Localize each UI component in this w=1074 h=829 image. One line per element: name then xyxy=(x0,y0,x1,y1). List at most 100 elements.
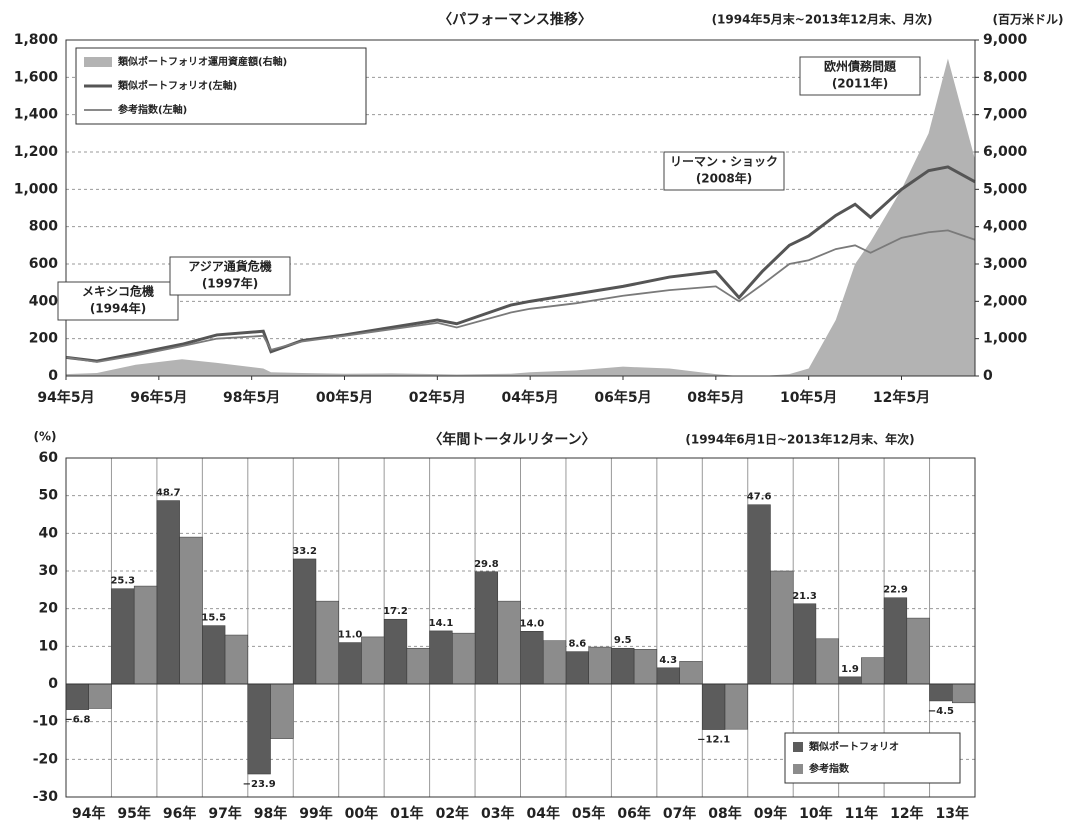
y-tick-label: 50 xyxy=(39,488,59,504)
y2-tick-label: 3,000 xyxy=(983,256,1028,272)
x-tick-label: 07年 xyxy=(663,805,696,822)
y-tick-label: 30 xyxy=(39,563,59,579)
y-tick-label: -30 xyxy=(33,789,59,805)
bar xyxy=(883,597,908,685)
legend-swatch xyxy=(793,764,803,774)
bar xyxy=(838,676,862,685)
y-tick-label: 40 xyxy=(39,525,59,541)
x-tick-label: 09年 xyxy=(754,805,787,822)
bar xyxy=(520,631,544,685)
y-tick-label: 1,400 xyxy=(14,107,59,123)
data-label: 25.3 xyxy=(110,576,135,587)
legend-label: 類似ポートフォリオ運用資産額(右軸) xyxy=(117,55,287,68)
bar xyxy=(383,618,408,685)
bar xyxy=(792,603,817,685)
bar xyxy=(156,500,180,685)
x-tick-label: 10年5月 xyxy=(780,389,837,406)
data-label: 11.0 xyxy=(338,630,363,641)
y2-tick-label: 1,000 xyxy=(983,331,1028,347)
y-tick-label: 0 xyxy=(48,368,58,384)
bar xyxy=(202,625,226,685)
bar xyxy=(247,683,271,775)
data-label: 48.7 xyxy=(156,488,181,499)
x-tick-label: 96年5月 xyxy=(130,389,187,406)
legend-box xyxy=(75,47,367,125)
legend-label: 類似ポートフォリオ(左軸) xyxy=(117,79,237,92)
y2-tick-label: 9,000 xyxy=(983,32,1028,48)
data-label: 15.5 xyxy=(201,613,226,624)
bar xyxy=(633,649,658,685)
y-tick-label: 1,000 xyxy=(14,181,59,197)
y2-tick-label: 6,000 xyxy=(983,144,1028,160)
bar xyxy=(542,640,567,685)
data-label: −6.8 xyxy=(64,715,90,726)
chart-subtitle: (1994年5月末~2013年12月末、月次) xyxy=(712,12,933,27)
annotation-box xyxy=(169,256,291,296)
y-tick-label: 600 xyxy=(29,256,58,272)
x-tick-label: 11年 xyxy=(845,805,878,822)
bar xyxy=(133,585,158,685)
x-tick-label: 98年 xyxy=(254,805,287,822)
y-tick-label: 1,600 xyxy=(14,69,59,85)
x-tick-label: 04年5月 xyxy=(502,389,559,406)
bar xyxy=(770,570,794,685)
y2-tick-label: 7,000 xyxy=(983,107,1028,123)
x-tick-label: 05年 xyxy=(572,805,605,822)
annotation: メキシコ危機 xyxy=(82,284,154,299)
data-label: 1.9 xyxy=(841,664,859,675)
line xyxy=(65,229,976,363)
bar xyxy=(679,661,703,685)
data-label: −23.9 xyxy=(243,779,276,790)
bar xyxy=(429,630,453,685)
area xyxy=(66,58,975,377)
x-tick-label: 08年 xyxy=(708,805,741,822)
y-tick-label: 10 xyxy=(39,638,59,654)
x-tick-label: 98年5月 xyxy=(223,389,280,406)
y-tick-label: 1,800 xyxy=(14,32,59,48)
data-label: 14.0 xyxy=(520,618,545,629)
bar xyxy=(361,636,385,685)
x-tick-label: 13年 xyxy=(936,805,969,822)
annotation: リーマン・ショック xyxy=(670,155,778,169)
bar xyxy=(906,617,930,685)
data-label: 21.3 xyxy=(792,591,817,602)
data-label: 8.6 xyxy=(568,639,586,650)
bar xyxy=(497,600,521,685)
x-tick-label: 02年5月 xyxy=(409,389,466,406)
chart-subtitle: (1994年6月1日~2013年12月末、年次) xyxy=(685,432,914,447)
y-tick-label: 20 xyxy=(39,601,59,617)
y-tick-label: -10 xyxy=(33,714,59,730)
data-label: 47.6 xyxy=(747,492,772,503)
annotation: (2011年) xyxy=(832,76,888,91)
x-tick-label: 03年 xyxy=(481,805,514,822)
x-tick-label: 94年 xyxy=(72,805,105,822)
x-tick-label: 96年 xyxy=(163,805,196,822)
data-label: 33.2 xyxy=(292,546,317,557)
legend-label: 参考指数 xyxy=(809,762,850,775)
bar xyxy=(565,651,589,685)
x-tick-label: 95年 xyxy=(117,805,150,822)
x-tick-label: 00年 xyxy=(345,805,378,822)
bar xyxy=(815,638,839,685)
x-tick-label: 94年5月 xyxy=(37,389,94,406)
data-label: 17.2 xyxy=(383,606,408,617)
line xyxy=(65,165,976,363)
legend-box xyxy=(784,732,961,784)
bar xyxy=(702,683,726,730)
plot-frame xyxy=(65,39,976,377)
y-axis-label: (%) xyxy=(34,430,57,444)
bar xyxy=(611,647,635,685)
annotation: (1997年) xyxy=(202,276,258,291)
chart-title: 〈年間トータルリターン〉 xyxy=(428,431,595,448)
y-tick-label: 1,200 xyxy=(14,144,59,160)
annotation: 欧州債務問題 xyxy=(824,59,897,74)
y-tick-label: 800 xyxy=(29,219,58,235)
bar xyxy=(338,642,362,685)
bar xyxy=(179,536,203,685)
x-tick-label: 08年5月 xyxy=(687,389,744,406)
x-tick-label: 12年 xyxy=(890,805,923,822)
bar xyxy=(747,504,771,685)
bar xyxy=(724,683,749,730)
